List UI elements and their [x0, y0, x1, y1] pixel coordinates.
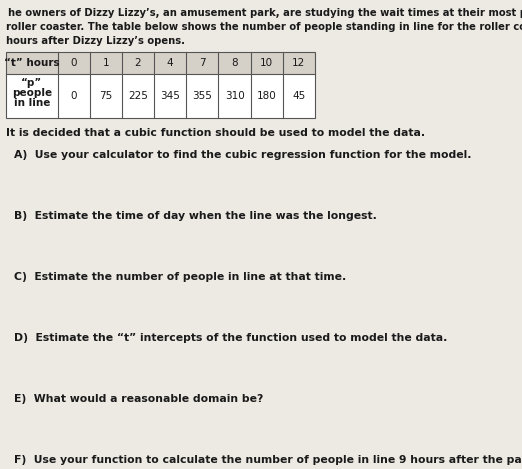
Text: he owners of Dizzy Lizzy’s, an amusement park, are studying the wait times at th: he owners of Dizzy Lizzy’s, an amusement…: [6, 8, 522, 18]
Text: 310: 310: [224, 91, 244, 101]
Text: people: people: [11, 88, 52, 98]
Text: 2: 2: [135, 58, 141, 68]
Text: C)  Estimate the number of people in line at that time.: C) Estimate the number of people in line…: [14, 272, 346, 282]
Text: 0: 0: [70, 91, 77, 101]
Text: D)  Estimate the “t” intercepts of the function used to model the data.: D) Estimate the “t” intercepts of the fu…: [14, 333, 447, 343]
Bar: [6, 52, 315, 74]
Text: E)  What would a reasonable domain be?: E) What would a reasonable domain be?: [14, 394, 264, 404]
Text: A)  Use your calculator to find the cubic regression function for the model.: A) Use your calculator to find the cubic…: [14, 150, 471, 160]
Text: 345: 345: [160, 91, 180, 101]
Text: 45: 45: [292, 91, 305, 101]
Text: roller coaster. The table below shows the number of people standing in line for : roller coaster. The table below shows th…: [6, 22, 522, 32]
Text: B)  Estimate the time of day when the line was the longest.: B) Estimate the time of day when the lin…: [14, 211, 377, 221]
Text: It is decided that a cubic function should be used to model the data.: It is decided that a cubic function shou…: [6, 128, 425, 138]
Text: 355: 355: [193, 91, 212, 101]
Text: 180: 180: [257, 91, 277, 101]
Text: 7: 7: [199, 58, 206, 68]
Text: 12: 12: [292, 58, 305, 68]
Text: “t” hours: “t” hours: [4, 58, 60, 68]
Text: hours after Dizzy Lizzy’s opens.: hours after Dizzy Lizzy’s opens.: [6, 36, 185, 46]
Text: 8: 8: [231, 58, 238, 68]
Bar: [6, 52, 315, 118]
Text: F)  Use your function to calculate the number of people in line 9 hours after th: F) Use your function to calculate the nu…: [14, 455, 522, 465]
Bar: [6, 52, 315, 118]
Text: “p”: “p”: [21, 78, 42, 88]
Text: 1: 1: [102, 58, 109, 68]
Text: 225: 225: [128, 91, 148, 101]
Text: 4: 4: [167, 58, 173, 68]
Text: 10: 10: [260, 58, 274, 68]
Text: 75: 75: [99, 91, 112, 101]
Text: 0: 0: [70, 58, 77, 68]
Text: in line: in line: [14, 98, 50, 108]
